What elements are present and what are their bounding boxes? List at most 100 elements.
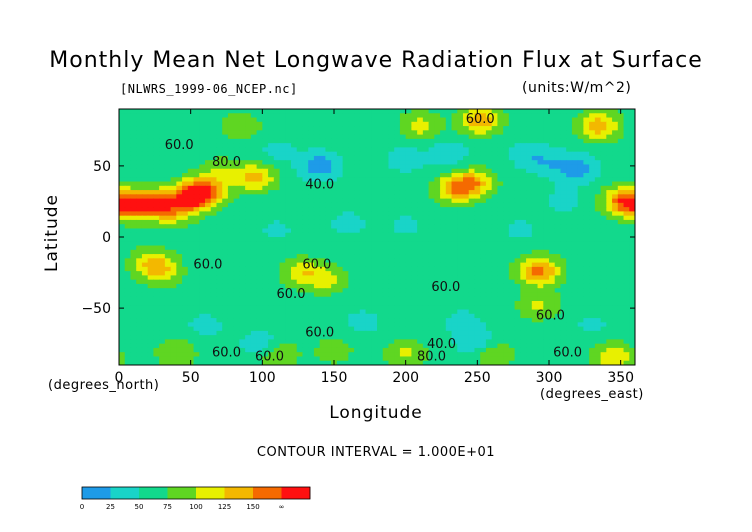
heatmap-cell <box>394 168 401 174</box>
heatmap-cell <box>354 177 361 183</box>
heatmap-cell <box>141 335 149 340</box>
heatmap-cell <box>273 147 281 153</box>
heatmap-cell <box>233 190 240 195</box>
heatmap-cell <box>417 190 424 195</box>
heatmap-cell <box>571 301 579 306</box>
heatmap-cell <box>405 121 412 127</box>
heatmap-cell <box>549 109 556 114</box>
heatmap-cell <box>371 207 378 212</box>
heatmap-cell <box>606 151 613 157</box>
heatmap-cell <box>491 164 498 170</box>
heatmap-cell <box>468 121 476 127</box>
heatmap-cell <box>227 339 235 345</box>
heatmap-cell <box>606 126 613 131</box>
heatmap-cell <box>182 313 189 319</box>
heatmap-cell <box>451 275 458 281</box>
heatmap-cell <box>594 121 602 127</box>
heatmap-cell <box>296 151 304 157</box>
heatmap-cell <box>331 292 338 298</box>
heatmap-cell <box>262 143 269 148</box>
heatmap-cell <box>571 292 579 298</box>
heatmap-cell <box>222 283 229 289</box>
heatmap-cell <box>159 215 166 221</box>
heatmap-cell <box>239 181 246 187</box>
heatmap-cell <box>600 262 607 268</box>
heatmap-cell <box>474 130 481 136</box>
heatmap-cell <box>147 254 154 259</box>
heatmap-cell <box>199 254 206 259</box>
heatmap-cell <box>571 232 579 238</box>
heatmap-cell <box>268 288 275 294</box>
heatmap-cell <box>245 228 252 234</box>
heatmap-cell <box>371 330 378 336</box>
heatmap-cell <box>331 339 338 345</box>
heatmap-cell <box>262 138 269 144</box>
heatmap-cell <box>124 322 132 328</box>
heatmap-cell <box>503 177 510 183</box>
heatmap-cell <box>428 126 435 131</box>
heatmap-cell <box>336 343 344 349</box>
heatmap-cell <box>560 301 567 306</box>
heatmap-cell <box>285 262 292 268</box>
heatmap-cell <box>136 143 143 148</box>
heatmap-cell <box>302 224 309 230</box>
heatmap-cell <box>434 215 441 221</box>
heatmap-cell <box>600 296 607 302</box>
heatmap-cell <box>485 237 493 242</box>
heatmap-cell <box>308 126 315 131</box>
heatmap-cell <box>313 301 321 306</box>
heatmap-cell <box>296 109 304 114</box>
heatmap-cell <box>480 109 487 114</box>
heatmap-cell <box>554 185 562 191</box>
heatmap-cell <box>617 164 625 170</box>
heatmap-cell <box>612 249 619 255</box>
heatmap-cell <box>485 143 493 148</box>
heatmap-cell <box>583 228 590 234</box>
heatmap-cell <box>170 305 177 311</box>
heatmap-cell <box>520 266 527 272</box>
heatmap-cell <box>554 326 562 332</box>
heatmap-cell <box>187 121 195 127</box>
heatmap-cell <box>617 134 625 140</box>
heatmap-cell <box>268 219 275 225</box>
heatmap-cell <box>222 151 229 157</box>
heatmap-cell <box>503 117 510 123</box>
heatmap-cell <box>382 151 390 157</box>
heatmap-cell <box>508 160 516 166</box>
heatmap-cell <box>394 211 401 217</box>
heatmap-cell <box>336 339 344 345</box>
heatmap-cell <box>566 241 573 247</box>
heatmap-cell <box>222 275 229 281</box>
heatmap-cell <box>405 215 412 221</box>
heatmap-cell <box>629 138 635 144</box>
heatmap-cell <box>279 177 286 183</box>
heatmap-cell <box>342 117 349 123</box>
heatmap-cell <box>279 143 286 148</box>
heatmap-cell <box>457 138 464 144</box>
heatmap-cell <box>182 326 189 332</box>
heatmap-cell <box>543 130 550 136</box>
heatmap-cell <box>302 202 309 208</box>
heatmap-cell <box>485 309 493 315</box>
heatmap-cell <box>485 181 493 187</box>
heatmap-cell <box>399 266 407 272</box>
heatmap-cell <box>468 271 476 276</box>
heatmap-cell <box>250 318 258 323</box>
heatmap-cell <box>365 326 372 332</box>
heatmap-cell <box>176 173 183 178</box>
heatmap-cell <box>600 245 607 251</box>
heatmap-cell <box>629 143 635 148</box>
heatmap-cell <box>520 305 527 311</box>
heatmap-cell <box>336 296 344 302</box>
heatmap-cell <box>359 138 367 144</box>
heatmap-cell <box>187 151 195 157</box>
heatmap-cell <box>445 335 453 340</box>
heatmap-cell <box>210 237 218 242</box>
heatmap-cell <box>606 190 613 195</box>
heatmap-cell <box>245 138 252 144</box>
heatmap-cell <box>124 271 132 276</box>
heatmap-cell <box>222 168 229 174</box>
heatmap-cell <box>279 249 286 255</box>
heatmap-cell <box>119 155 126 161</box>
heatmap-cell <box>514 245 521 251</box>
